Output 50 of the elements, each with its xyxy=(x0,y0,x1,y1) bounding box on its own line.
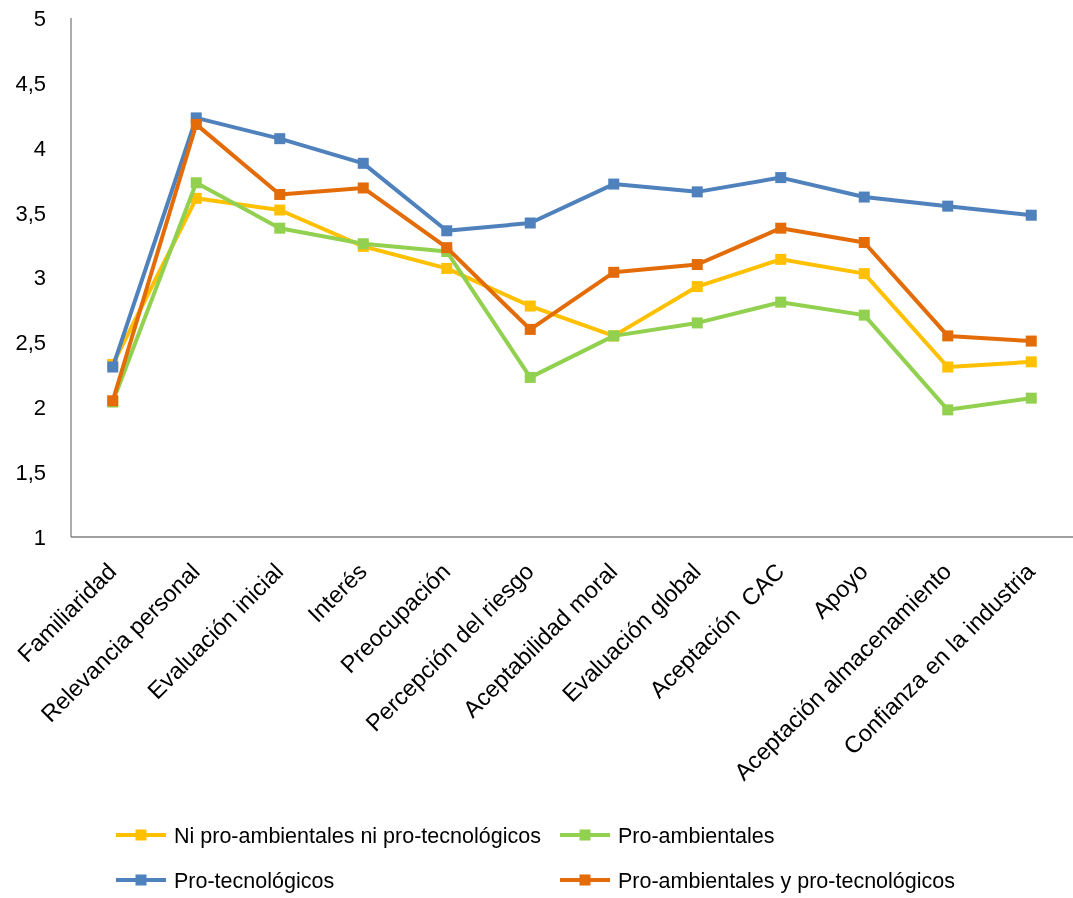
point xyxy=(1025,209,1037,221)
point xyxy=(691,186,703,198)
y-tick-label: 4,5 xyxy=(15,70,46,96)
point xyxy=(274,133,286,145)
point xyxy=(1025,356,1037,368)
point xyxy=(190,118,202,130)
point xyxy=(858,309,870,321)
legend-label: Pro-ambientales y pro-tecnológicos xyxy=(618,868,955,893)
y-tick-label: 3 xyxy=(33,265,46,291)
point xyxy=(942,361,954,373)
point xyxy=(775,296,787,308)
point xyxy=(775,172,787,184)
point xyxy=(357,182,369,194)
point xyxy=(524,217,536,229)
y-tick-label: 5 xyxy=(33,5,46,31)
point xyxy=(691,317,703,329)
y-tick-label: 1 xyxy=(33,524,46,550)
point xyxy=(775,253,787,265)
point xyxy=(190,177,202,189)
point xyxy=(441,262,453,274)
y-tick-label: 4 xyxy=(33,135,46,161)
legend-label: Pro-tecnológicos xyxy=(174,868,335,893)
point xyxy=(441,242,453,254)
point xyxy=(357,157,369,169)
point xyxy=(274,188,286,200)
point xyxy=(858,191,870,203)
point xyxy=(274,222,286,234)
point xyxy=(858,268,870,280)
point xyxy=(691,259,703,271)
y-tick-label: 2 xyxy=(33,395,46,421)
point xyxy=(441,225,453,237)
point xyxy=(942,200,954,212)
point xyxy=(1025,392,1037,404)
point xyxy=(1025,335,1037,347)
point xyxy=(858,236,870,248)
point xyxy=(524,323,536,335)
point xyxy=(608,266,620,278)
point xyxy=(524,300,536,312)
legend-label: Ni pro-ambientales ni pro-tecnológicos xyxy=(174,823,541,848)
point xyxy=(691,281,703,293)
y-tick-label: 1,5 xyxy=(15,460,46,486)
y-tick-label: 3,5 xyxy=(15,200,46,226)
y-tick-label: 2,5 xyxy=(15,330,46,356)
point xyxy=(608,178,620,190)
point xyxy=(942,404,954,416)
point xyxy=(942,330,954,342)
point xyxy=(524,371,536,383)
point xyxy=(274,204,286,216)
point xyxy=(775,222,787,234)
legend-label: Pro-ambientales xyxy=(618,823,775,848)
